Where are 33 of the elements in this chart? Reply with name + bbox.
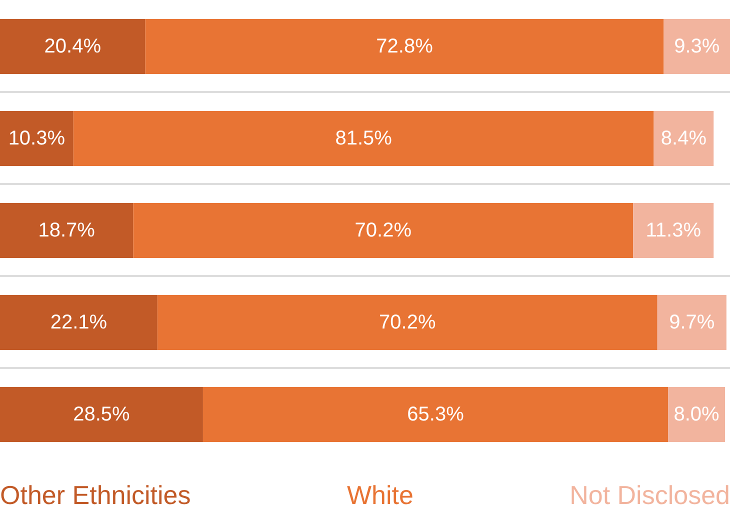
data-label: 8.4% [660, 128, 707, 150]
data-label: 18.7% [38, 220, 96, 242]
data-label: 70.2% [379, 312, 436, 334]
data-label: 70.2% [354, 220, 412, 242]
bar [202, 387, 668, 442]
series-label: White [346, 480, 414, 511]
data-label: 8.0% [674, 404, 720, 426]
bar [0, 203, 134, 258]
bar [157, 295, 658, 350]
data-label: 11.3% [646, 220, 702, 242]
series-label: Not Disclosed [570, 480, 730, 511]
series-label: Other Ethnicities [0, 480, 191, 511]
data-label: 81.5% [335, 128, 392, 150]
bar [668, 387, 726, 442]
bar [664, 19, 730, 74]
data-label: 10.3% [8, 128, 66, 150]
bar [73, 111, 654, 166]
data-label: 72.8% [376, 36, 434, 58]
data-label: 22.1% [50, 312, 108, 334]
bar [0, 295, 158, 350]
bar [654, 111, 714, 166]
bar [633, 203, 714, 258]
data-label: 65.3% [407, 404, 464, 426]
bar [0, 111, 74, 166]
bar [0, 19, 146, 74]
data-label: 28.5% [73, 404, 130, 426]
bar [657, 295, 726, 350]
bar [133, 203, 634, 258]
bar [145, 19, 664, 74]
data-label: 9.3% [674, 36, 720, 58]
data-label: 20.4% [44, 36, 102, 58]
data-label: 9.7% [669, 312, 715, 334]
bar [0, 387, 203, 442]
